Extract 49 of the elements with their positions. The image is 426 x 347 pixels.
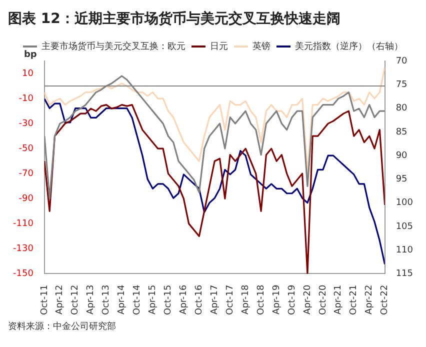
y-tick-label: -110 [12,219,34,230]
x-tick-label: Oct-15 [164,284,174,316]
y-tick-label: 10 [22,68,34,79]
text: 资料来源：中金公司研究部 [8,320,117,333]
x-tick-label: Oct-22 [380,284,390,316]
x-tick-label: Apr-13 [86,284,96,314]
x-tick-label: Apr-16 [179,284,190,314]
x-tick-label: Oct-18 [256,284,266,316]
y-axis-title: bp [24,50,38,60]
y2-tick-label: 70 [396,56,408,66]
x-tick-label: Apr-18 [240,284,251,314]
y2-tick-label: 95 [396,174,408,185]
legend-label: 美元指数（逆序）（右轴） [295,40,403,52]
x-tick-label: Oct-13 [102,284,112,316]
y-tick-label: -130 [12,244,34,254]
legend-label: 主要市场货币与美元交叉互换：欧元 [42,40,186,52]
x-tick-label: Apr-15 [148,284,158,314]
y-tick-label: -70 [18,168,34,179]
x-tick-label: Oct-17 [225,284,236,316]
y2-tick-label: 100 [396,198,414,208]
y-tick-label: -50 [18,144,34,154]
x-tick-label: Apr-19 [272,284,282,314]
x-tick-label: Apr-22 [364,284,375,314]
x-tick-label: Apr-14 [117,284,128,314]
y-tick-label: -10 [18,94,34,104]
x-tick-label: Apr-12 [55,284,66,314]
y2-tick-label: 115 [396,269,414,280]
x-tick-label: Apr-21 [334,284,344,314]
y2-tick-label: 105 [396,222,414,232]
x-tick-label: Apr-20 [302,284,313,314]
chart-title: 图表 12：近期主要市场货币与美元交叉互换快速走阔 [8,10,342,29]
x-tick-label: Oct-16 [194,284,204,316]
y-tick-label: -90 [18,194,34,204]
y-tick-label: -150 [12,269,34,280]
x-tick-label: Apr-17 [210,284,220,314]
x-tick-label: Oct-21 [349,284,360,316]
legend-label: 英镑 [252,40,270,52]
y2-tick-label: 80 [396,104,408,114]
x-tick-label: Oct-11 [40,284,50,316]
x-tick-label: Oct-12 [70,284,81,316]
y2-tick-label: 110 [396,245,414,256]
y2-tick-label: 85 [396,127,408,138]
y2-tick-label: 90 [396,150,408,161]
y2-tick-label: 75 [396,80,408,90]
legend-label: 日元 [210,40,228,52]
x-tick-label: Oct-14 [132,284,143,316]
x-tick-label: Oct-20 [318,284,328,316]
y-tick-label: -30 [18,118,34,129]
x-tick-label: Oct-19 [287,284,298,316]
